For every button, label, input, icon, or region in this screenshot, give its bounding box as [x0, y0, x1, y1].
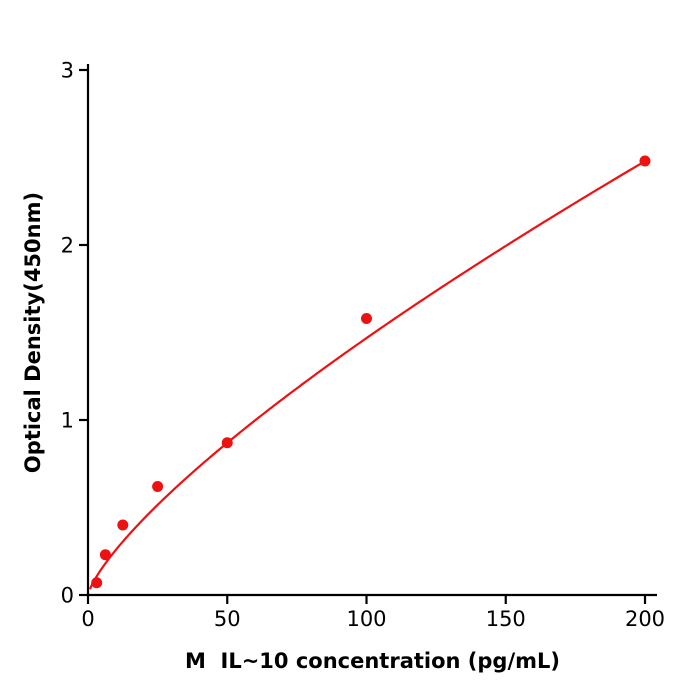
y-tick-label: 2: [61, 234, 74, 258]
x-tick-label: 0: [81, 607, 94, 631]
y-tick-label: 0: [61, 584, 74, 608]
x-tick-label: 100: [346, 607, 386, 631]
y-tick-label: 1: [61, 409, 74, 433]
x-tick-label: 150: [486, 607, 526, 631]
data-point: [361, 313, 372, 324]
data-point: [91, 577, 103, 589]
data-point: [221, 437, 233, 449]
x-tick-label: 50: [214, 607, 241, 631]
y-tick-label: 3: [61, 59, 74, 83]
y-axis-title: Optical Density(450nm): [21, 192, 45, 473]
x-axis-title: M IL~10 concentration (pg/mL): [185, 649, 560, 673]
data-point: [117, 519, 129, 531]
data-point: [639, 155, 651, 167]
data-point: [152, 481, 164, 492]
data-point: [99, 549, 111, 561]
standard-curve-line: [89, 160, 647, 590]
x-tick-label: 200: [625, 607, 665, 631]
